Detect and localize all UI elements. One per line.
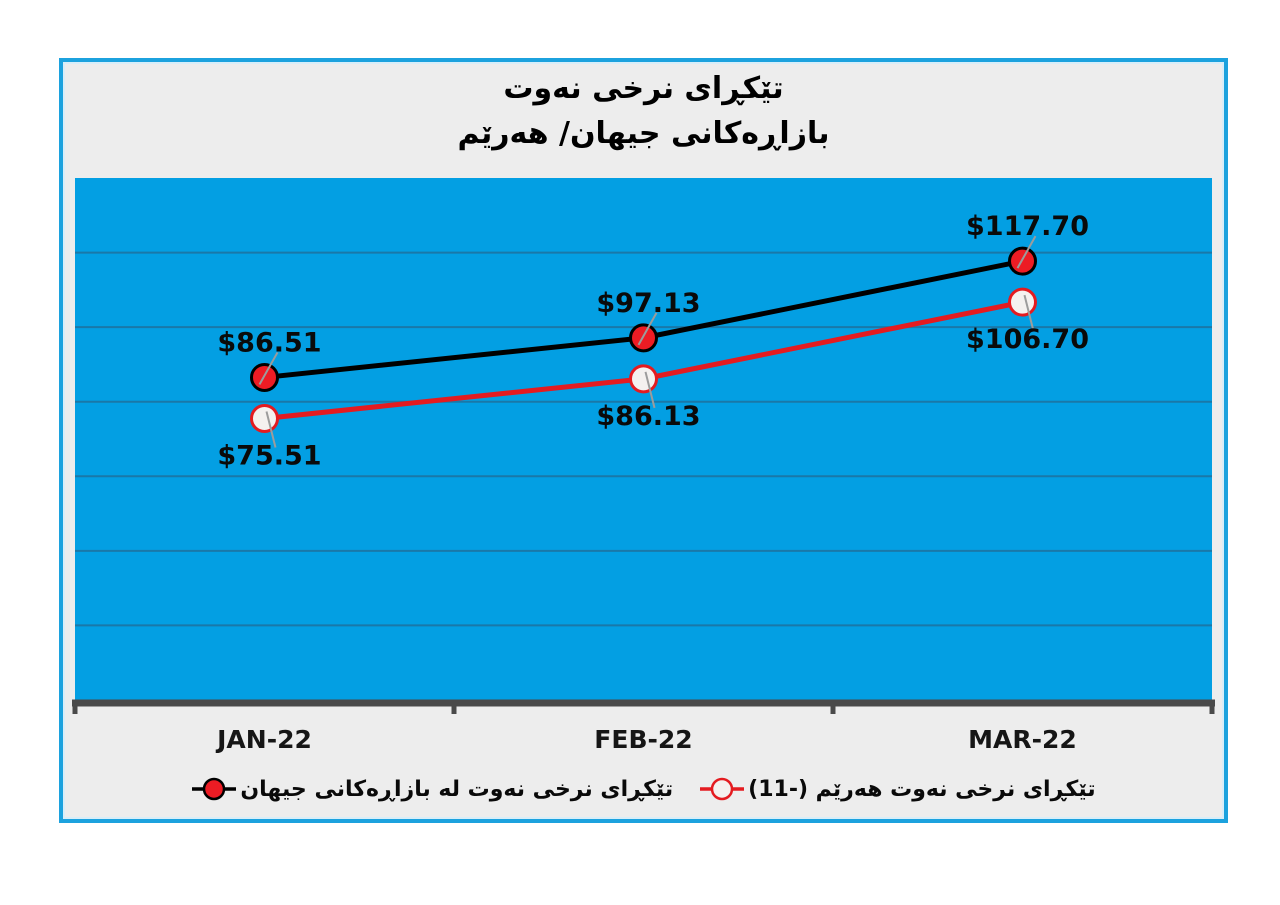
legend-marker-world-icon [192,777,237,801]
data-label-leader-line [258,351,279,385]
plot-area[interactable] [75,178,1212,700]
data-point-marker-s1[interactable] [1008,287,1037,317]
data-label: $106.70 [966,324,1089,355]
data-label-leader-line [265,411,277,448]
chart-title-line1: تێکڕای نرخی نەوت [503,71,784,106]
chart-title[interactable]: تێکڕای نرخی نەوت بازاڕەکانی جیهان/ هەرێم [59,66,1228,156]
legend-entry-world-markets[interactable]: تێکڕای نرخی نەوت له بازاڕەکانی جیهان [191,776,673,802]
data-point-marker-s1[interactable] [629,364,658,394]
x-axis-label: JAN-22 [215,725,312,754]
data-label-leader-line [1023,294,1035,332]
legend-entry-region[interactable]: تێکڕای نرخی نەوت هەرێم (-11) [699,776,1096,802]
legend-marker-region-icon [700,777,745,801]
data-label-leader-line [637,312,658,346]
legend-label-region: تێکڕای نرخی نەوت هەرێم (-11) [748,776,1096,802]
data-label: $97.13 [596,288,700,319]
x-axis-label: FEB-22 [594,725,692,754]
data-label: $75.51 [217,440,321,471]
data-label: $86.51 [217,327,321,358]
x-axis-label: MAR-22 [968,725,1077,754]
data-label: $117.70 [966,211,1089,242]
chart-legend: تێکڕای نرخی نەوت له بازاڕەکانی جیهان تێک… [59,768,1228,810]
data-label: $86.13 [596,401,700,432]
data-label-leader-line [644,371,656,409]
legend-label-world-markets: تێکڕای نرخی نەوت له بازاڕەکانی جیهان [240,776,674,802]
chart-title-line2: بازاڕەکانی جیهان/ هەرێم [457,116,830,151]
data-point-marker-s1[interactable] [250,403,279,433]
data-label-leader-line [1016,235,1037,269]
